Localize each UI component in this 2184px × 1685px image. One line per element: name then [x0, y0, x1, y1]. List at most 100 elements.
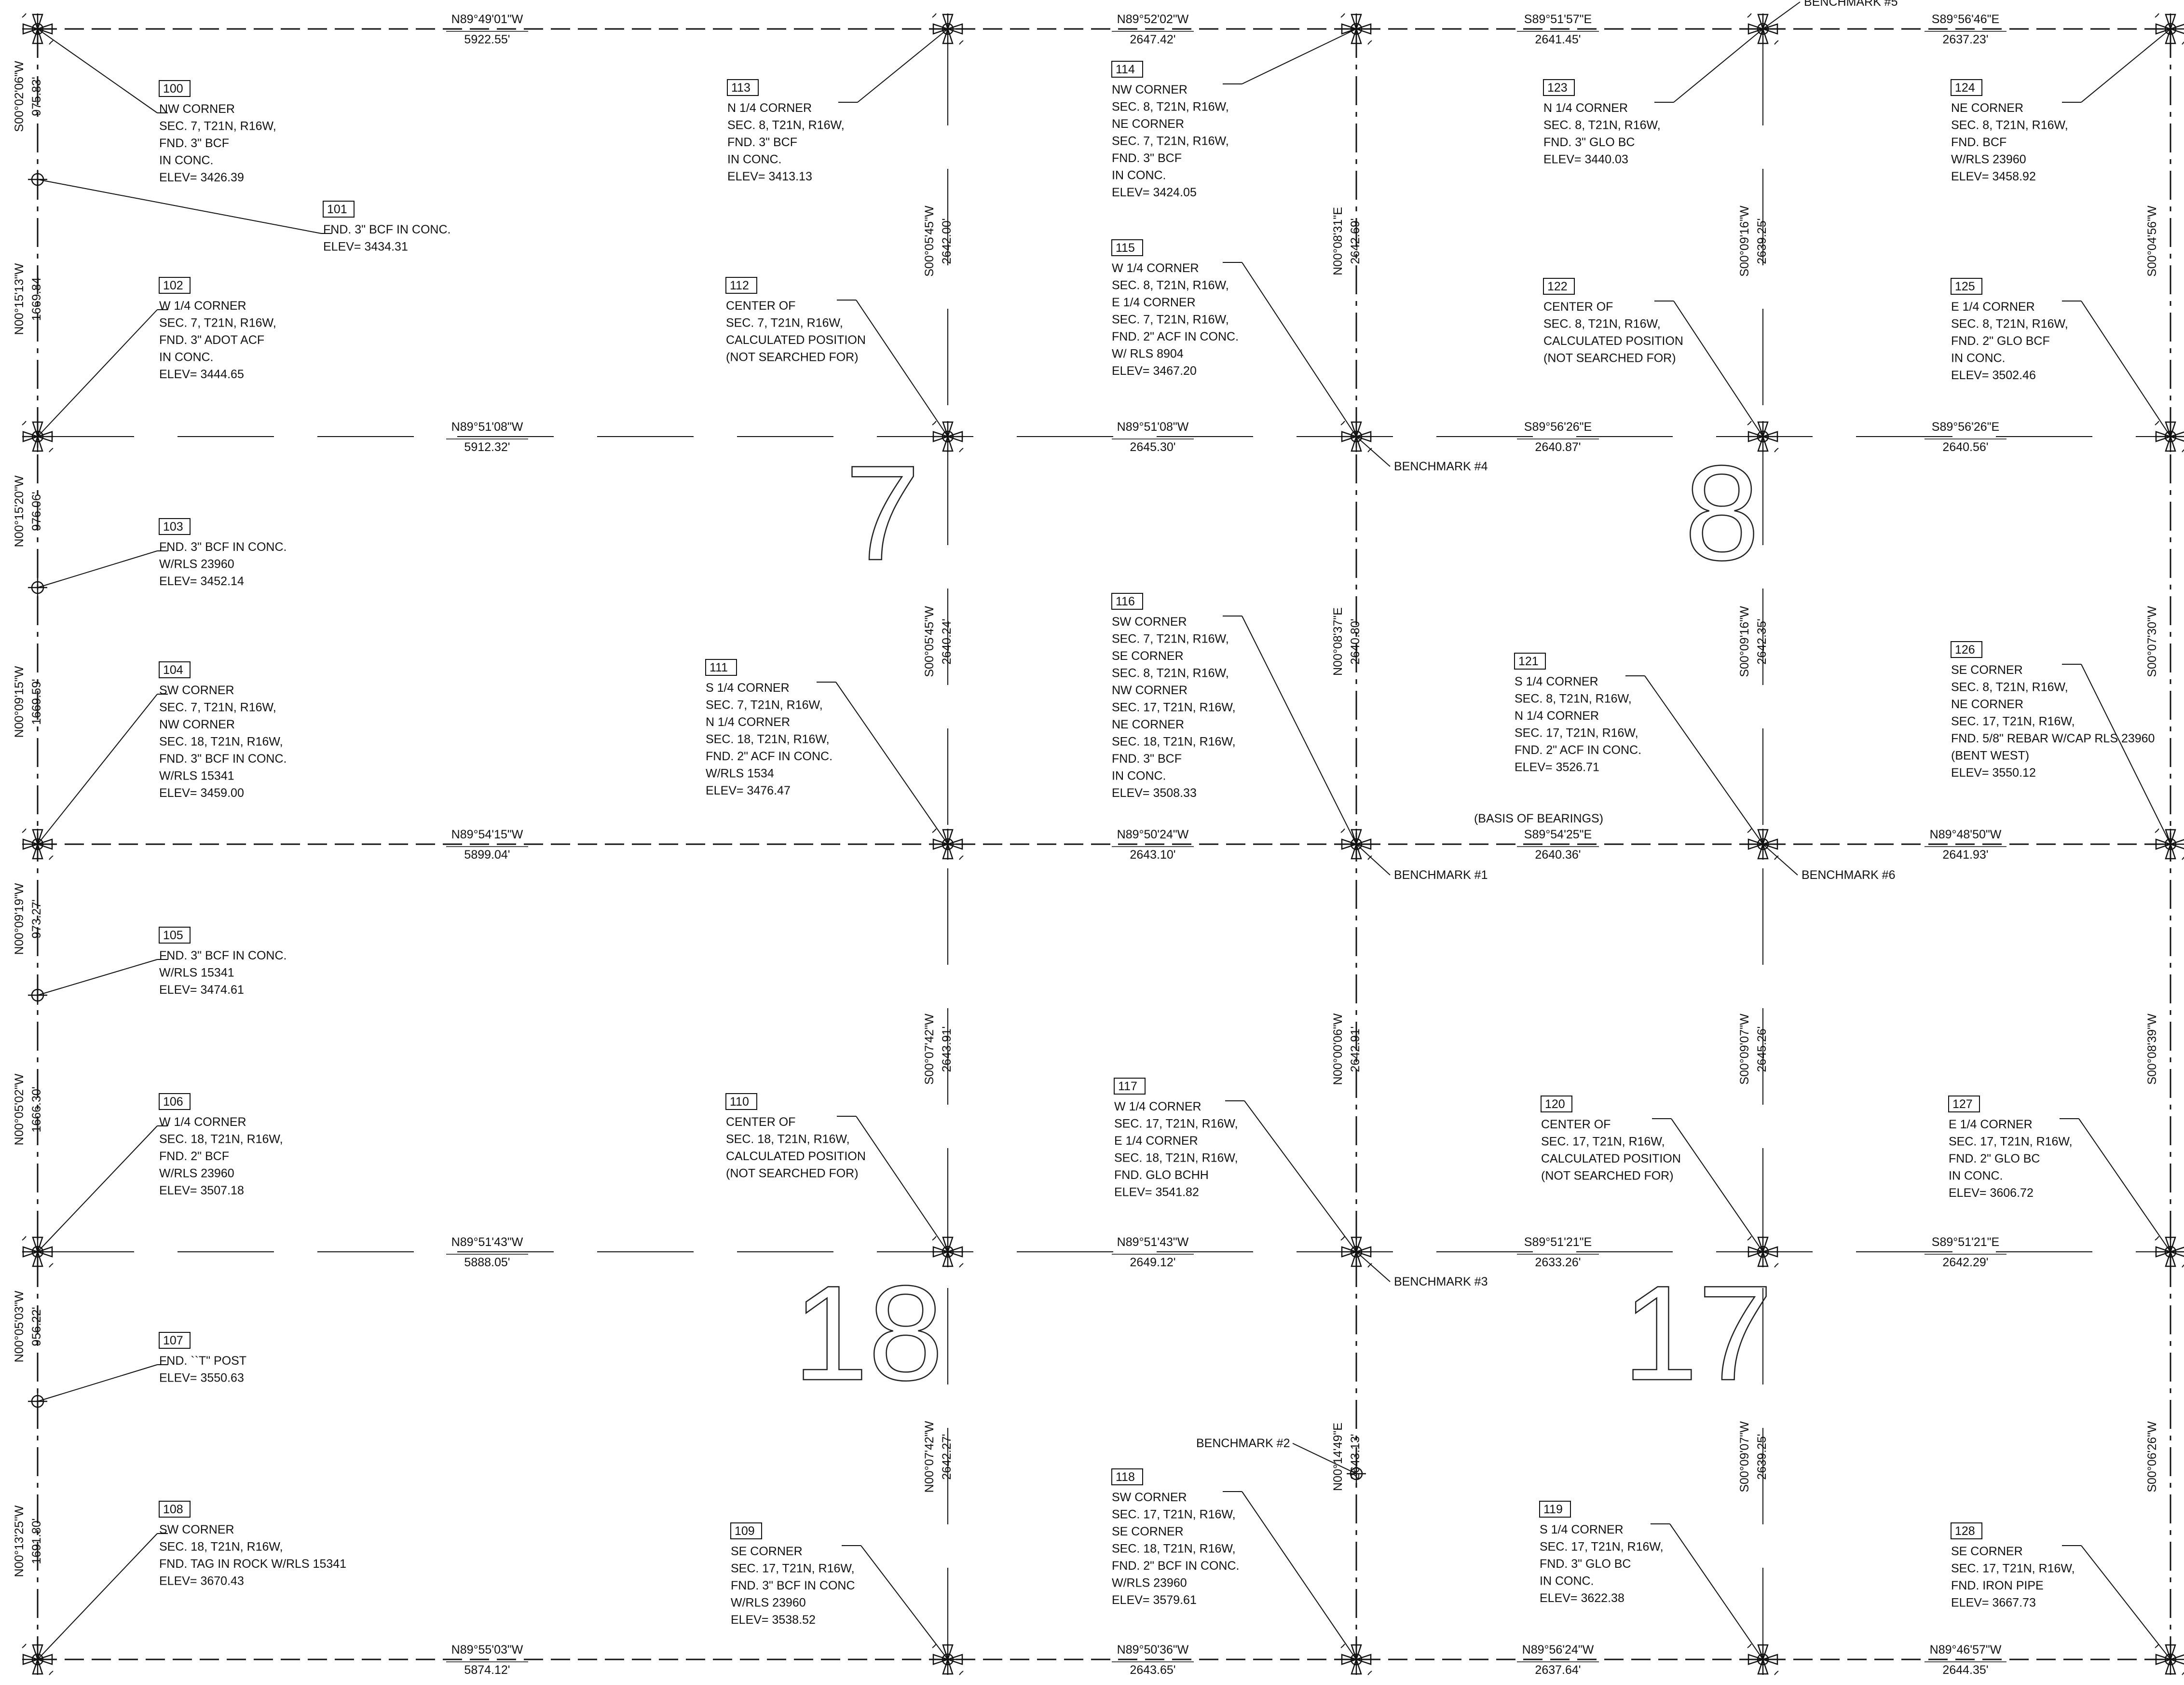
point-description-line: SEC. 17, T21N, R16W,	[1949, 1135, 2073, 1149]
leader-line	[37, 1533, 158, 1660]
bearing-label: N89°50'36"W	[1117, 1643, 1189, 1657]
point-description-line: ELEV= 3507.18	[159, 1184, 244, 1197]
point-description-line: SEC. 17, T21N, R16W,	[1951, 1562, 2075, 1575]
benchmark-1: BENCHMARK #5	[1762, 0, 1898, 29]
point-description-line: FND. TAG IN ROCK W/RLS 15341	[159, 1557, 346, 1571]
point-id-box	[1541, 1096, 1572, 1112]
point-description-line: W 1/4 CORNER	[159, 299, 246, 313]
point-description-line: FND. 2" ACF IN CONC.	[706, 750, 833, 763]
point-description-line: FND. 2" GLO BCF	[1951, 334, 2050, 348]
point-id: 115	[1116, 241, 1135, 255]
point-id: 109	[735, 1524, 755, 1538]
point-description-line: SEC. 8, T21N, R16W,	[1515, 692, 1632, 706]
distance-label: 2641.45'	[1535, 33, 1581, 46]
distance-label: 2640.87'	[1535, 440, 1581, 454]
point-description-line: ELEV= 3606.72	[1949, 1186, 2034, 1200]
point-121: 121 S 1/4 CORNER SEC. 8, T21N, R16W, N 1/4 …	[1514, 653, 1763, 845]
vertical-bearing: N00°09'15"W 1669.59'	[13, 666, 43, 738]
point-id: 116	[1116, 595, 1135, 608]
point-117: 117 W 1/4 CORNER SEC. 17, T21N, R16W, E 1/4…	[1114, 1078, 1357, 1252]
point-id-box	[323, 201, 355, 218]
leader-line	[1242, 262, 1357, 437]
point-description-line: ELEV= 3434.31	[323, 240, 408, 254]
point-description-line: IN CONC.	[1949, 1169, 2003, 1183]
leader-line	[856, 300, 948, 437]
point-description-line: SEC. 18, T21N, R16W,	[1114, 1151, 1238, 1165]
point-109: 109 SE CORNER SEC. 17, T21N, R16W, FND. 3" …	[730, 1522, 948, 1660]
distance-label: 1691.80'	[30, 1518, 43, 1564]
point-description-line: (NOT SEARCHED FOR)	[1541, 1169, 1674, 1183]
point-description-line: ELEV= 3538.52	[731, 1613, 816, 1627]
bearing-label: S89°56'46"E	[1932, 13, 1999, 26]
corner-monument-icon	[2155, 13, 2184, 45]
point-107: 107 FND. ``T" POST ELEV= 3550.63	[37, 1332, 246, 1402]
bearing-label: S89°51'21"E	[1524, 1235, 1592, 1249]
vertical-bearing: S00°02'06"W 975.83'	[13, 61, 43, 132]
point-description-line: ELEV= 3550.63	[159, 1371, 244, 1385]
point-description-line: SEC. 18, T21N, R16W,	[1112, 735, 1236, 749]
leader-line	[1762, 1, 1801, 29]
point-description-line: SEC. 8, T21N, R16W,	[1543, 119, 1661, 132]
point-id-box	[159, 518, 191, 535]
bearing-label: S00°07'30"W	[2145, 606, 2159, 677]
point-id-box	[159, 1332, 191, 1349]
point-id: 103	[163, 520, 183, 534]
bearing-label: N89°46'57"W	[1930, 1643, 2002, 1657]
distance-label: 2645.30'	[1130, 440, 1175, 454]
bearing-label: S89°54'25"E	[1524, 828, 1592, 841]
leader-line	[1673, 28, 1763, 103]
distance-label: 2640.56'	[1942, 440, 1988, 454]
leader-line	[1356, 436, 1391, 467]
bearing-label: N89°54'15"W	[451, 828, 523, 841]
point-description-line: E 1/4 CORNER	[1114, 1134, 1198, 1148]
point-128: 128 SE CORNER SEC. 17, T21N, R16W, FND. IRO…	[1951, 1522, 2171, 1660]
leader-line	[37, 309, 158, 437]
leader-line	[37, 1364, 158, 1402]
distance-label: 2639.25'	[1755, 1434, 1769, 1480]
distance-label: 2642.69'	[1349, 218, 1362, 264]
bearing-label: S00°05'45"W	[923, 205, 936, 277]
corner-monument-icon	[2155, 828, 2184, 860]
bearing-label: S89°51'57"E	[1524, 13, 1592, 26]
leader-line	[37, 179, 322, 234]
point-id: 105	[163, 929, 183, 942]
point-description-line: FND. 3" BCF	[1112, 752, 1182, 766]
distance-label: 2640.24'	[940, 618, 954, 664]
point-description-line: FND. BCF	[1951, 136, 2007, 149]
point-106: 106 W 1/4 CORNER SEC. 18, T21N, R16W, FND. …	[37, 1093, 283, 1252]
point-description-line: SEC. 17, T21N, R16W,	[1540, 1540, 1664, 1554]
bearing-label: N00°00'06"W	[1331, 1013, 1345, 1085]
distance-label: 5912.32'	[464, 440, 510, 454]
point-description-line: FND. 3" BCF	[1112, 151, 1182, 165]
point-id: 127	[1952, 1097, 1973, 1111]
vertical-bearing: S00°09'16"W 2642.35'	[1738, 606, 1769, 677]
point-114: 114 NW CORNER SEC. 8, T21N, R16W, NE CORNER…	[1111, 28, 1357, 199]
point-description-line: FND. 3" BCF IN CONC.	[323, 223, 450, 236]
point-id: 100	[163, 82, 183, 96]
vertical-bearing: S00°09'07"W 2639.25'	[1738, 1421, 1769, 1493]
point-id: 101	[327, 203, 347, 216]
point-description-line: ELEV= 3541.82	[1114, 1186, 1199, 1199]
point-description-line: FND. 3" BCF	[727, 136, 797, 149]
point-123: 123 N 1/4 CORNER SEC. 8, T21N, R16W, FND. 3…	[1543, 28, 1763, 166]
benchmark-3: BENCHMARK #1	[1356, 844, 1488, 882]
point-description-line: ELEV= 3474.61	[159, 983, 244, 997]
distance-label: 2637.64'	[1535, 1663, 1581, 1677]
point-description-line: SEC. 8, T21N, R16W,	[1112, 100, 1229, 114]
benchmark-2: BENCHMARK #4	[1356, 436, 1488, 473]
corner-monument-icon	[1340, 828, 1372, 860]
distance-label: 2642.27'	[940, 1434, 954, 1480]
point-id: 117	[1118, 1080, 1137, 1093]
bearing-label: N00°14'49"E	[1331, 1423, 1345, 1491]
point-id-box	[1951, 641, 1982, 658]
point-id-box	[1951, 79, 1982, 96]
point-id-box	[727, 79, 759, 96]
point-111: 111 S 1/4 CORNER SEC. 7, T21N, R16W, N 1/4 …	[705, 659, 948, 845]
point-description-line: CALCULATED POSITION	[1541, 1152, 1681, 1165]
point-description-line: W 1/4 CORNER	[1114, 1100, 1201, 1113]
point-description-line: SEC. 7, T21N, R16W,	[159, 701, 276, 714]
distance-label: 2642.91'	[1349, 1026, 1362, 1072]
bearing-label: N89°55'03"W	[451, 1643, 523, 1657]
point-id: 124	[1955, 81, 1975, 95]
